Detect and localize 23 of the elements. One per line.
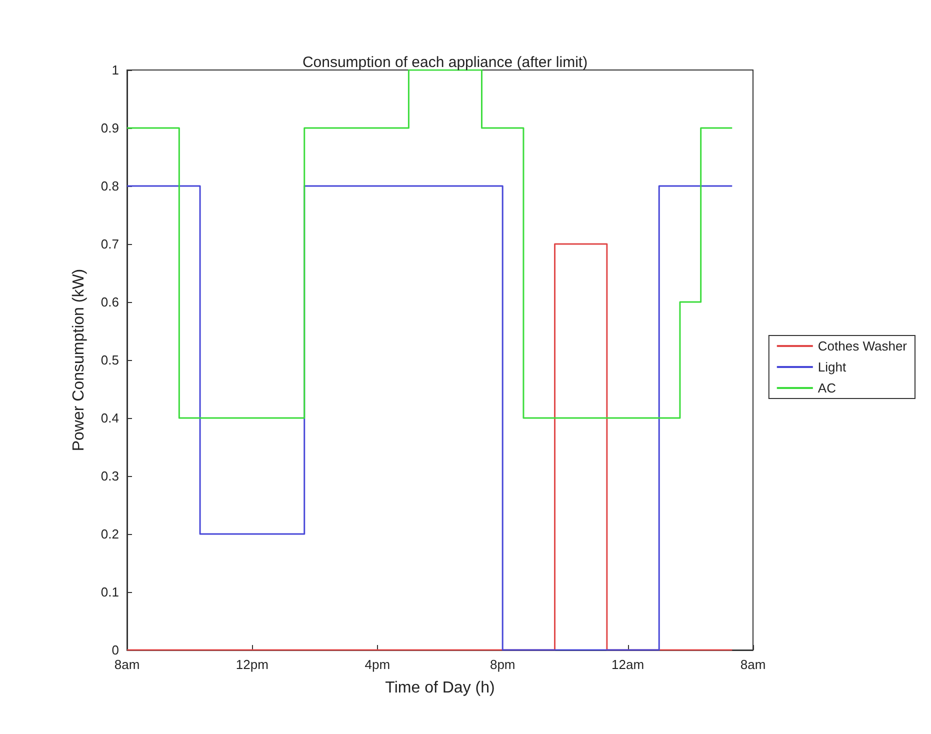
chart-title: Consumption of each appliance (after limit) <box>302 54 588 71</box>
x-tick-label: 8am <box>740 657 766 672</box>
y-tick-label: 0 <box>112 642 119 658</box>
legend-label: Cothes Washer <box>818 338 908 354</box>
y-tick-label: 0.9 <box>100 120 119 136</box>
x-tick-label: 12am <box>612 657 644 672</box>
y-tick-label: 0.7 <box>100 236 119 252</box>
y-tick-label: 0.4 <box>100 410 119 426</box>
y-tick-label: 0.8 <box>100 178 119 194</box>
y-tick-label: 0.3 <box>100 468 119 484</box>
y-tick-label: 0.1 <box>100 584 119 600</box>
y-tick-label: 0.5 <box>100 352 119 368</box>
y-tick-label: 0.2 <box>100 526 119 542</box>
x-tick-label: 4pm <box>364 657 390 672</box>
legend-label: Light <box>818 360 846 374</box>
legend-label: AC <box>818 380 836 396</box>
y-tick-label: 1 <box>112 62 119 78</box>
x-tick-label: 12pm <box>236 657 268 672</box>
y-axis-title: Power Consumption (kW) <box>70 268 88 452</box>
x-tick-label: 8am <box>114 657 140 672</box>
y-tick-label: 0.6 <box>100 294 119 310</box>
x-axis-title: Time of Day (h) <box>385 680 495 696</box>
x-tick-label: 8pm <box>490 657 516 672</box>
